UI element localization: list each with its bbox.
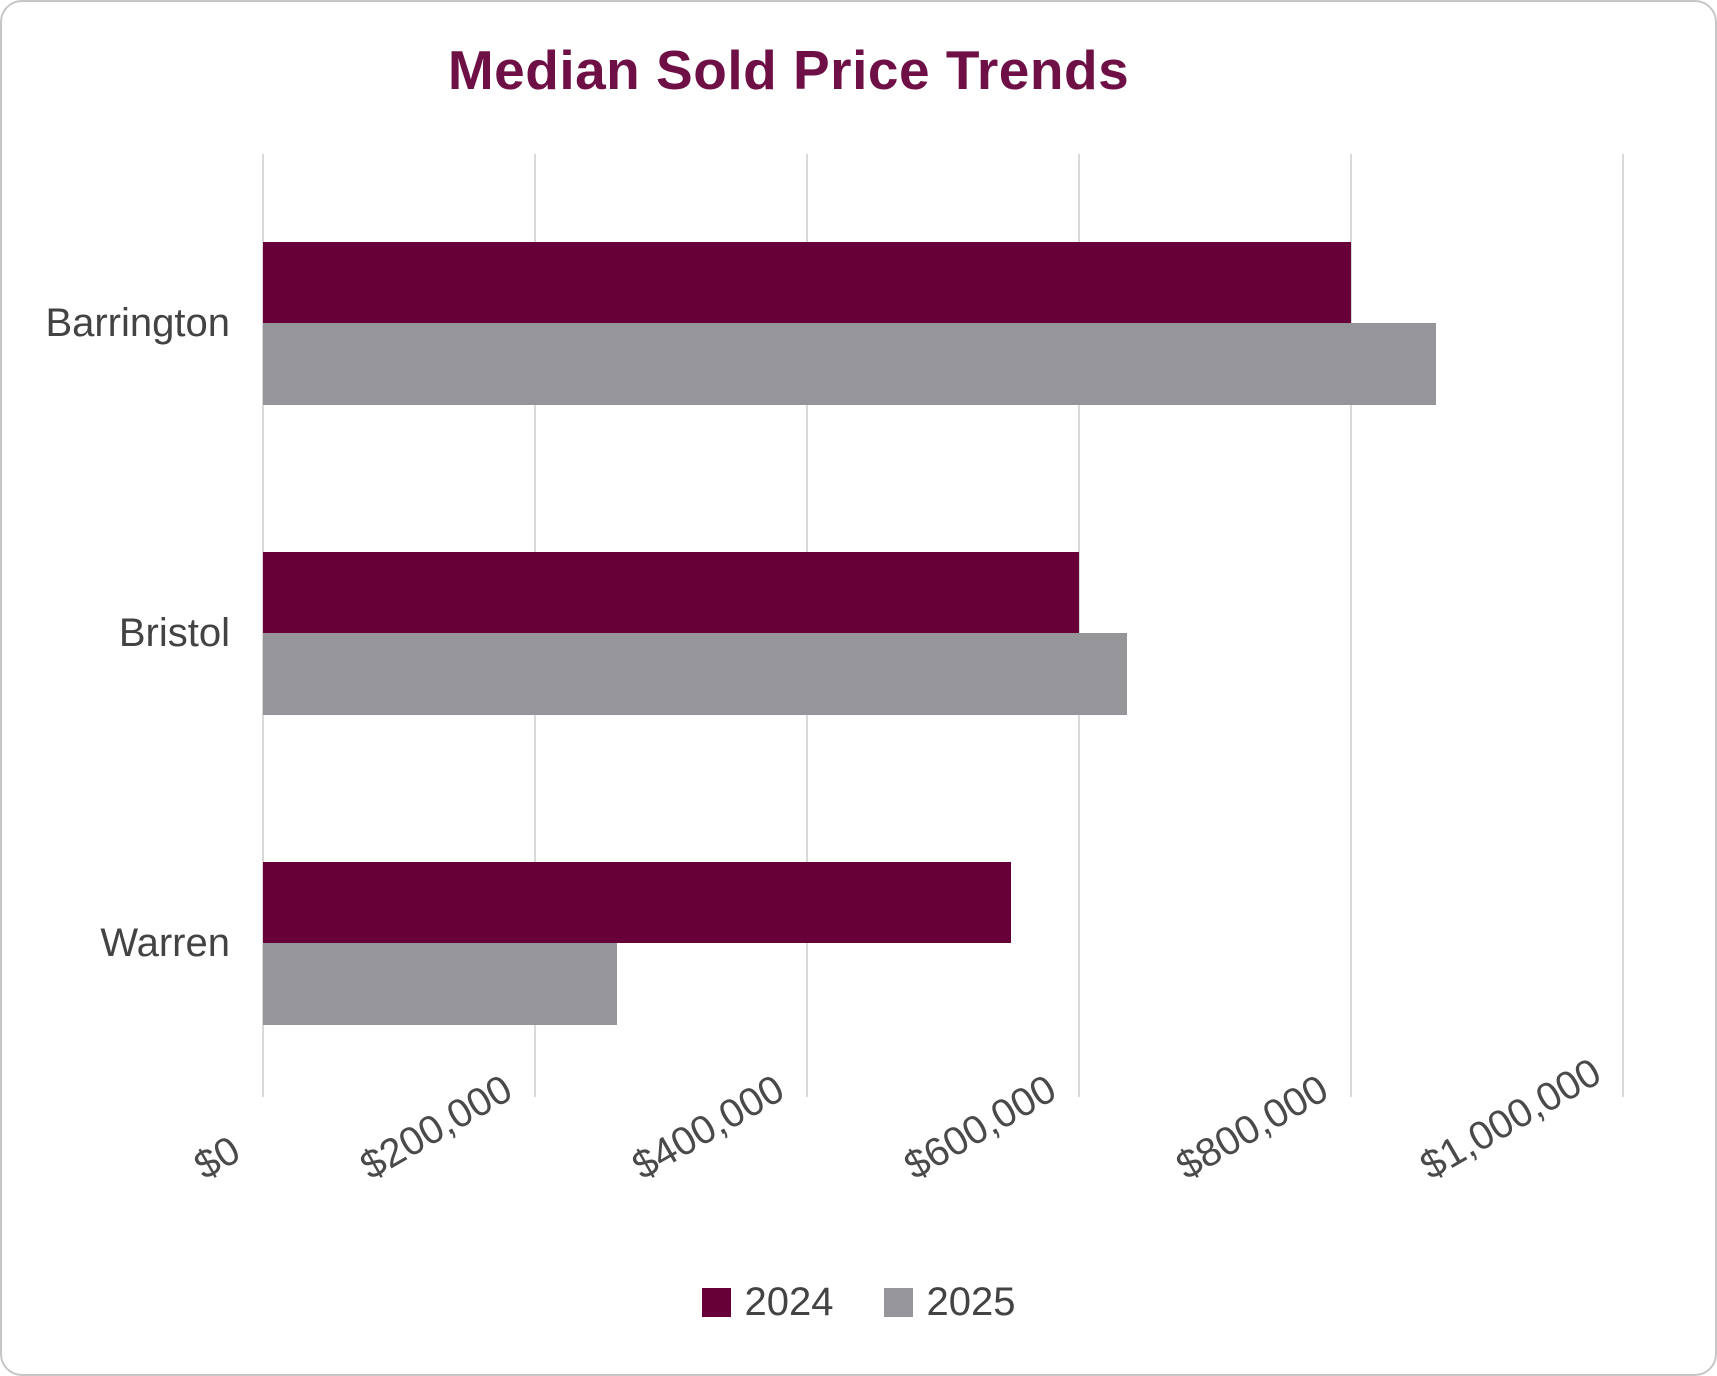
- category-label: Barrington: [45, 301, 230, 345]
- legend-item-2025: 2025: [883, 1280, 1016, 1324]
- bar-barrington-2025: [263, 323, 1436, 405]
- category-label: Warren: [100, 921, 230, 965]
- gridline: [1350, 154, 1352, 1097]
- legend-swatch-icon: [701, 1287, 731, 1317]
- x-tick-label: $0: [187, 1127, 248, 1189]
- bar-bristol-2024: [263, 552, 1079, 633]
- bar-warren-2024: [263, 862, 1011, 943]
- legend-item-2024: 2024: [701, 1280, 834, 1324]
- legend: 2024 2025: [2, 1280, 1715, 1324]
- x-tick-label: $600,000: [897, 1066, 1064, 1189]
- x-tick-label: $400,000: [625, 1066, 792, 1189]
- chart-title: Median Sold Price Trends: [447, 39, 1130, 101]
- bar-warren-2025: [263, 943, 617, 1025]
- bar-barrington-2024: [263, 242, 1351, 323]
- legend-label: 2024: [744, 1280, 834, 1324]
- x-tick-label: $200,000: [353, 1066, 520, 1189]
- x-tick-label: $1,000,000: [1412, 1050, 1609, 1189]
- legend-swatch-icon: [883, 1287, 913, 1317]
- x-tick-label: $800,000: [1169, 1066, 1336, 1189]
- category-label: Bristol: [118, 611, 230, 655]
- gridline: [1622, 154, 1624, 1097]
- bar-bristol-2025: [263, 633, 1127, 715]
- legend-label: 2025: [926, 1280, 1016, 1324]
- gridline: [1078, 154, 1080, 1097]
